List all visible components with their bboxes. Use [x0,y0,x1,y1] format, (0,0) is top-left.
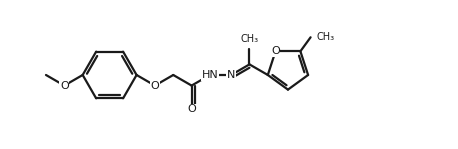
Text: O: O [271,46,280,56]
Text: HN: HN [202,70,218,80]
Text: CH₃: CH₃ [240,34,258,44]
Text: O: O [187,104,196,114]
Text: O: O [151,81,159,91]
Text: O: O [60,81,69,91]
Text: N: N [227,70,235,80]
Text: CH₃: CH₃ [316,32,334,42]
